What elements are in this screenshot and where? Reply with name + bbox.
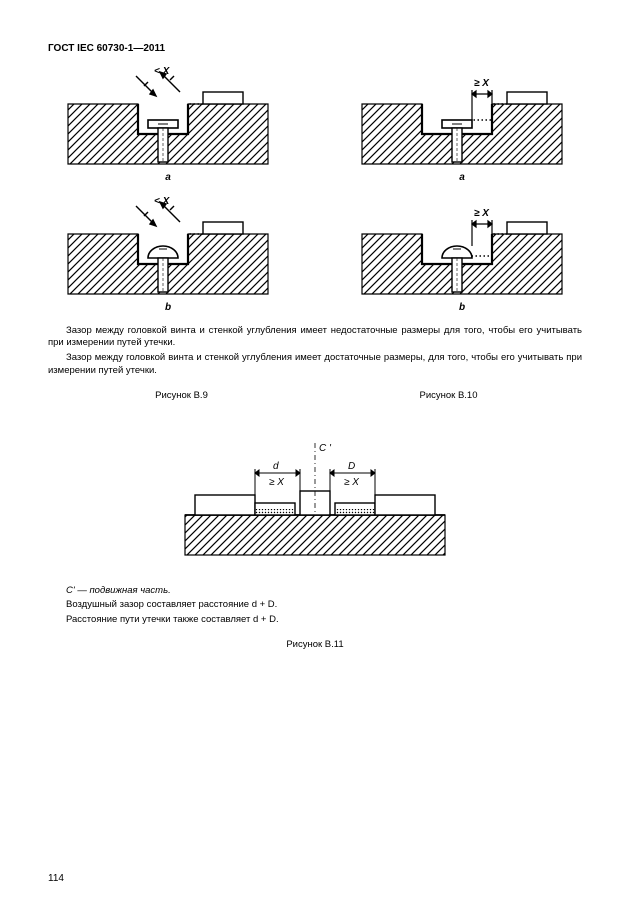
doc-standard-id: ГОСТ IEC 60730-1—2011 xyxy=(48,42,582,56)
annot-lt-x: < X xyxy=(154,66,171,77)
document-page: ГОСТ IEC 60730-1—2011 xyxy=(0,0,630,913)
diagram-b9b-svg: < X xyxy=(58,194,278,299)
figure-b11: d ≥ X D ≥ X C ' xyxy=(48,433,582,563)
diagram-b10b-svg: ≥ X xyxy=(352,194,572,299)
page-number: 114 xyxy=(48,872,64,886)
diagram-b10a-svg: ≥ X xyxy=(352,64,572,169)
figure-row-1: < X a xyxy=(48,64,582,185)
caption-b10: Рисунок В.10 xyxy=(329,390,569,403)
figure-b10-a: ≥ X a xyxy=(342,64,582,185)
dim-d: d xyxy=(273,461,279,472)
annot-ge-x-2: ≥ X xyxy=(474,208,490,219)
note-clearance: Воздушный зазор составляет расстояние d … xyxy=(48,599,582,612)
note-cprime: C' — подвижная часть. xyxy=(48,585,582,598)
dim-D: D xyxy=(348,461,355,472)
paragraph-1: Зазор между головкой винта и стенкой угл… xyxy=(48,325,582,351)
caption-b11: Рисунок В.11 xyxy=(48,639,582,652)
figure-b10-b: ≥ X b xyxy=(342,194,582,315)
paragraph-2: Зазор между головкой винта и стенкой угл… xyxy=(48,352,582,378)
note-creepage: Расстояние пути утечки также составляет … xyxy=(48,614,582,627)
sub-label-b2: b xyxy=(459,301,465,315)
cond-right: ≥ X xyxy=(344,477,359,488)
sub-label-a2: a xyxy=(459,171,465,185)
figure-b9-b: < X b xyxy=(48,194,288,315)
caption-row-910: Рисунок В.9 Рисунок В.10 xyxy=(48,390,582,403)
caption-b9: Рисунок В.9 xyxy=(62,390,302,403)
annot-ge-x: ≥ X xyxy=(474,78,490,89)
sub-label-b: b xyxy=(165,301,171,315)
figure-row-2: < X b xyxy=(48,194,582,315)
cond-left: ≥ X xyxy=(269,477,284,488)
figure-b9-a: < X a xyxy=(48,64,288,185)
figure-b11-notes: C' — подвижная часть. Воздушный зазор со… xyxy=(48,585,582,627)
annot-lt-x-2: < X xyxy=(154,196,171,207)
note-1-text: C' — подвижная часть. xyxy=(66,585,171,596)
diagram-b9a-svg: < X xyxy=(58,64,278,169)
sub-label-a: a xyxy=(165,171,171,185)
c-prime-label: C ' xyxy=(319,443,332,454)
diagram-b11-svg: d ≥ X D ≥ X C ' xyxy=(165,433,465,563)
